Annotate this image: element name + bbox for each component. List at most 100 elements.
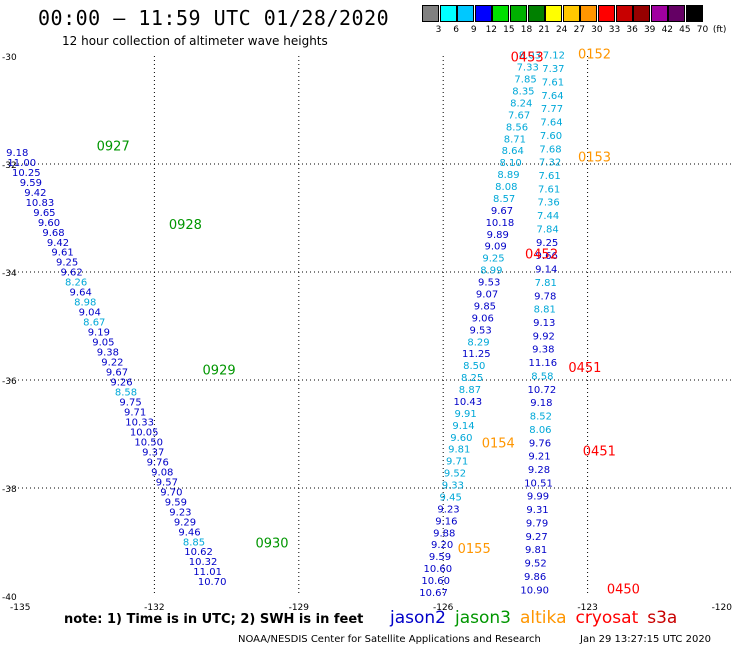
pass-time-label: 0928 xyxy=(169,218,202,233)
wave-height-value: 9.18 xyxy=(530,398,552,409)
lon-tick-label: -126 xyxy=(433,603,454,613)
wave-height-value: 9.23 xyxy=(437,504,459,515)
wave-height-value: 9.28 xyxy=(528,465,550,476)
wave-height-value: 7.61 xyxy=(538,171,560,182)
wave-height-value: 7.81 xyxy=(535,278,557,289)
pass-time-label: 0453 xyxy=(511,50,544,65)
color-swatch-label: 15 xyxy=(503,25,515,35)
wave-height-value: 8.50 xyxy=(463,361,485,372)
wave-height-value: 9.76 xyxy=(529,438,551,449)
color-swatch-label: 24 xyxy=(555,25,568,35)
wave-height-value: 9.08 xyxy=(151,467,173,478)
legend-s3a: s3a xyxy=(647,608,678,628)
wave-height-value: 7.37 xyxy=(542,64,564,75)
wave-height-value: 9.62 xyxy=(60,268,82,279)
wave-height-value: 9.68 xyxy=(42,228,64,239)
wave-height-value: 11.00 xyxy=(7,158,36,169)
color-swatch xyxy=(686,5,703,22)
page-title: 00:00 – 11:59 UTC 01/28/2020 xyxy=(38,6,390,30)
wave-height-value: 9.09 xyxy=(484,242,506,253)
wave-height-value: 9.16 xyxy=(435,516,457,527)
wave-height-value: 9.07 xyxy=(476,290,498,301)
color-swatch xyxy=(633,5,651,22)
wave-height-value: 9.53 xyxy=(470,325,492,336)
wave-height-value: 8.03 xyxy=(519,51,541,62)
lat-tick-label: -38 xyxy=(2,485,17,495)
wave-height-value: 9.42 xyxy=(47,238,69,249)
lon-tick-label: -123 xyxy=(577,603,597,613)
wave-height-value: 8.85 xyxy=(183,537,205,548)
wave-height-value: 8.08 xyxy=(495,182,517,193)
wave-height-value: 9.29 xyxy=(174,517,196,528)
wave-height-value: 9.53 xyxy=(478,278,500,289)
wave-height-value: 9.59 xyxy=(20,178,42,189)
wave-height-value: 7.67 xyxy=(508,110,530,121)
lon-tick-label: -135 xyxy=(10,603,30,613)
wave-height-value: 9.27 xyxy=(525,532,547,543)
color-swatch-label: 42 xyxy=(661,25,674,35)
wave-height-value: 9.06 xyxy=(472,313,494,324)
wave-height-value: 10.83 xyxy=(26,198,55,209)
lat-tick-label: -34 xyxy=(2,269,17,279)
pass-time-label: 0929 xyxy=(203,364,236,379)
legend-jason2: jason2 xyxy=(390,608,446,628)
color-swatch-label: 12 xyxy=(485,25,498,35)
wave-height-value: 9.60 xyxy=(450,433,472,444)
wave-height-value: 9.64 xyxy=(70,288,92,299)
wave-height-value: 9.52 xyxy=(444,469,466,480)
wave-height-value: 9.71 xyxy=(124,407,146,418)
color-swatch xyxy=(615,5,633,22)
wave-height-value: 8.99 xyxy=(480,266,502,277)
wave-height-value: 9.67 xyxy=(106,368,128,379)
wave-height-value: 9.76 xyxy=(147,457,169,468)
wave-height-value: 7.33 xyxy=(517,63,539,74)
wave-height-value: 8.25 xyxy=(461,373,483,384)
map-note: note: 1) Time is in UTC; 2) SWH is in fe… xyxy=(64,612,364,627)
wave-height-value: 9.25 xyxy=(536,238,558,249)
wave-height-value: 9.52 xyxy=(524,559,546,570)
color-swatch-label: 36 xyxy=(626,25,638,35)
wave-height-value: 8.58 xyxy=(531,371,553,382)
legend-cryosat: cryosat xyxy=(575,608,639,628)
wave-height-value: 10.60 xyxy=(421,576,450,587)
wave-height-value: 9.65 xyxy=(33,208,55,219)
wave-height-value: 9.92 xyxy=(533,331,555,342)
wave-height-value: 7.44 xyxy=(537,211,559,222)
wave-height-value: 8.29 xyxy=(467,337,489,348)
generated-timestamp: Jan 29 13:27:15 UTC 2020 xyxy=(580,634,712,645)
color-scale-unit: (ft) xyxy=(712,25,727,35)
wave-height-value: 9.91 xyxy=(455,409,477,420)
wave-height-value: 7.61 xyxy=(542,77,564,88)
wave-height-value: 9.22 xyxy=(101,358,123,369)
wave-height-value: 8.58 xyxy=(115,388,137,399)
wave-height-value: 8.56 xyxy=(506,122,528,133)
color-swatch-label: 6 xyxy=(453,25,459,35)
wave-height-value: 9.70 xyxy=(160,487,182,498)
wave-height-value: 9.14 xyxy=(452,421,474,432)
wave-height-value: 11.01 xyxy=(193,567,222,578)
wave-height-value: 7.68 xyxy=(539,144,561,155)
color-swatch xyxy=(457,5,475,22)
wave-height-value: 9.75 xyxy=(119,397,141,408)
wave-height-value: 9.25 xyxy=(482,254,504,265)
wave-height-value: 9.81 xyxy=(448,445,470,456)
wave-height-value: 9.42 xyxy=(24,188,46,199)
wave-height-value: 9.60 xyxy=(38,218,60,229)
wave-height-value: 8.10 xyxy=(499,158,521,169)
wave-height-value: 9.33 xyxy=(442,481,464,492)
pass-time-label: 0927 xyxy=(97,140,130,155)
wave-height-value: 8.52 xyxy=(530,412,552,423)
wave-height-value: 7.60 xyxy=(540,131,562,142)
pass-time-label: 0152 xyxy=(578,48,611,63)
credit-line: NOAA/NESDIS Center for Satellite Applica… xyxy=(238,634,541,645)
wave-height-value: 10.62 xyxy=(184,547,213,558)
wave-height-value: 9.26 xyxy=(110,378,132,389)
wave-height-value: 8.26 xyxy=(65,278,87,289)
color-swatch-label: 39 xyxy=(643,25,656,35)
legend-altika: altika xyxy=(520,608,567,628)
wave-height-value: 9.85 xyxy=(474,301,496,312)
pass-time-label: 0930 xyxy=(255,536,288,551)
color-swatch-label: 3 xyxy=(435,25,442,35)
lat-tick-label: -30 xyxy=(2,53,17,63)
wave-height-value: 9.61 xyxy=(51,248,73,259)
